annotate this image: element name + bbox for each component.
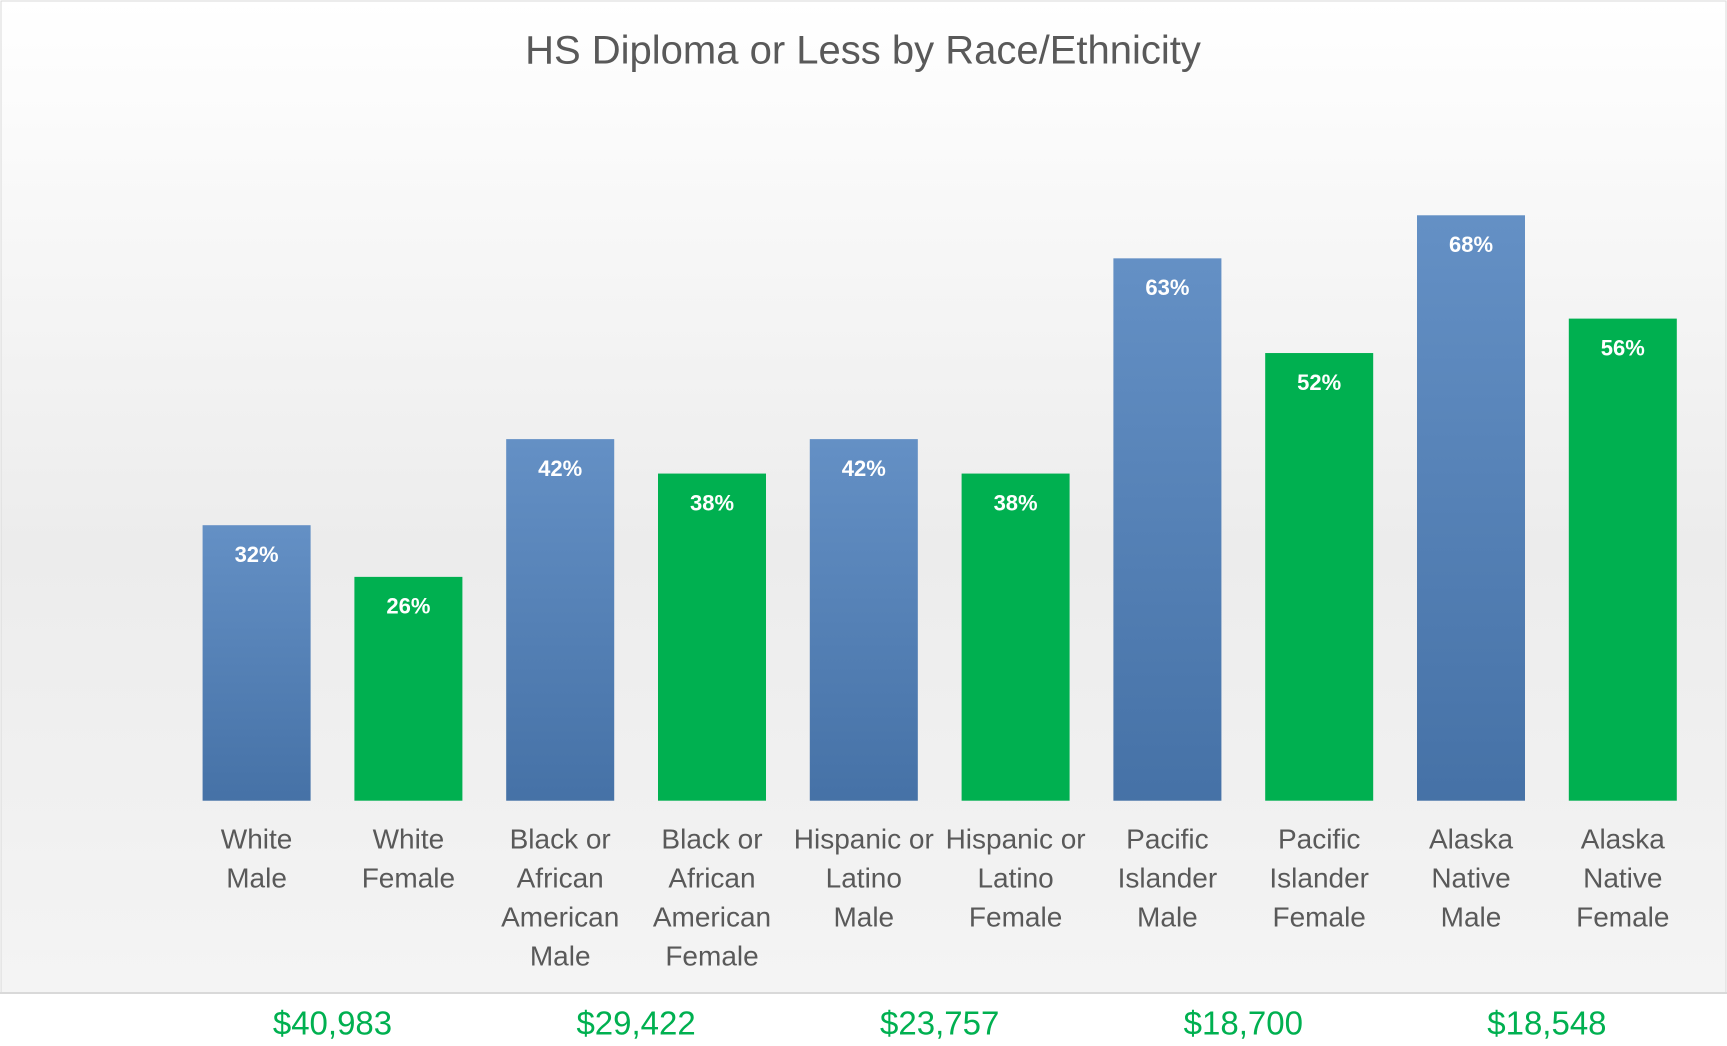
bar [961,473,1070,801]
x-tick-label: Native [1431,862,1510,893]
x-tick-label: Hispanic or [946,823,1086,854]
x-tick-label: African [668,862,755,893]
value-label: 42% [842,456,886,481]
x-tick-label: Male [1441,901,1502,932]
bar-shading [1417,215,1525,801]
value-label: 63% [1145,275,1189,300]
income-label: $23,757 [880,1005,999,1042]
x-tick-label: Pacific [1126,823,1208,854]
value-label: 38% [690,490,734,515]
income-label: $29,422 [576,1005,695,1042]
x-tick-label: Pacific [1278,823,1360,854]
x-tick-label: African [517,862,604,893]
x-tick-label: Islander [1269,862,1369,893]
bar-shading [506,439,615,801]
x-tick-label: Islander [1118,862,1218,893]
x-tick-label: Male [833,901,894,932]
chart-title: HS Diploma or Less by Race/Ethnicity [525,29,1201,73]
x-tick-label: American [501,901,619,932]
x-tick-label: Male [530,940,591,971]
x-tick-label: Hispanic or [794,823,934,854]
bar [354,576,463,801]
value-label: 26% [386,594,430,619]
x-tick-label: Female [969,901,1062,932]
bar [658,473,766,801]
income-label: $40,983 [273,1005,392,1042]
x-tick-label: American [653,901,771,932]
x-tick-label: Female [665,940,758,971]
value-label: 38% [994,490,1038,515]
x-tick-label: Native [1583,862,1662,893]
bar-shading [202,525,311,801]
value-label: 68% [1449,232,1493,257]
x-tick-label: Black or [661,823,762,854]
bar [1265,353,1374,801]
income-label: $18,700 [1184,1005,1303,1042]
x-tick-label: Latino [977,862,1053,893]
value-label: 52% [1297,370,1341,395]
x-tick-label: Male [226,862,287,893]
x-tick-label: Female [1576,901,1669,932]
value-label: 32% [235,542,279,567]
x-tick-label: Black or [510,823,611,854]
bar-shading [809,439,918,801]
value-label: 56% [1601,335,1645,360]
x-tick-label: White [221,823,293,854]
x-tick-label: Alaska [1581,823,1665,854]
x-tick-label: White [373,823,445,854]
x-tick-label: Latino [826,862,902,893]
x-tick-label: Alaska [1429,823,1513,854]
x-tick-label: Female [362,862,455,893]
x-tick-label: Female [1273,901,1366,932]
x-tick-label: Male [1137,901,1198,932]
income-label: $18,548 [1487,1005,1606,1042]
bar [1568,318,1677,801]
bar-shading [1113,258,1222,801]
value-label: 42% [538,456,582,481]
